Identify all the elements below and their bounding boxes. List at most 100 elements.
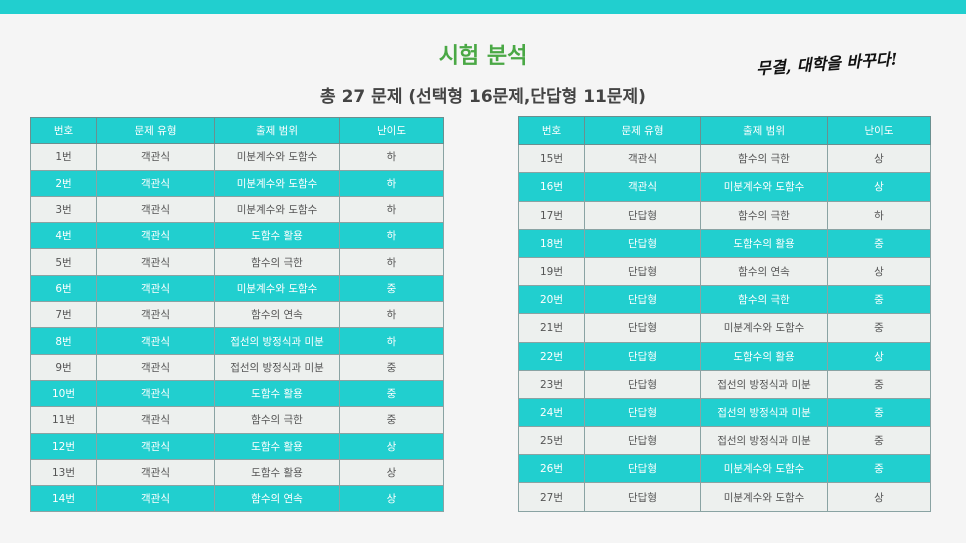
- cell-range: 미분계수와 도함수: [214, 274, 340, 303]
- cell-range: 미분계수와 도함수: [214, 195, 340, 224]
- cell-difficulty: 하: [339, 248, 444, 276]
- table-row: 2번 객관식 미분계수와 도함수 하: [30, 169, 444, 197]
- cell-number: 3번: [30, 195, 97, 224]
- table-row: 24번 단답형 접선의 방정식과 미분 중: [518, 397, 931, 428]
- table-row: 21번 단답형 미분계수와 도함수 중: [518, 313, 931, 343]
- table-row: 1번 객관식 미분계수와 도함수 하: [30, 143, 444, 171]
- cell-range: 접선의 방정식과 미분: [700, 426, 828, 456]
- table-row: 12번 객관식 도함수 활용 상: [30, 432, 444, 460]
- table-row: 23번 단답형 접선의 방정식과 미분 중: [518, 369, 931, 399]
- cell-difficulty: 상: [339, 458, 444, 487]
- cell-number: 19번: [518, 256, 585, 287]
- cell-difficulty: 중: [827, 454, 931, 484]
- cell-type: 객관식: [96, 143, 215, 171]
- page-title: 시험 분석: [438, 44, 528, 69]
- cell-number: 17번: [518, 200, 585, 230]
- cell-difficulty: 중: [827, 228, 931, 258]
- cell-range: 함수의 극한: [214, 248, 340, 276]
- cell-type: 객관식: [96, 222, 215, 250]
- header-difficulty: 난이도: [827, 115, 931, 146]
- table-row: 11번 객관식 함수의 극한 중: [30, 406, 444, 434]
- cell-difficulty: 상: [827, 341, 931, 371]
- cell-difficulty: 상: [339, 485, 444, 513]
- cell-type: 객관식: [96, 458, 215, 487]
- cell-difficulty: 중: [827, 426, 931, 456]
- cell-range: 미분계수와 도함수: [700, 172, 828, 202]
- cell-range: 함수의 연속: [214, 485, 340, 513]
- table-row: 5번 객관식 함수의 극한 하: [30, 248, 444, 276]
- cell-number: 9번: [30, 353, 97, 381]
- table-row: 7번 객관식 함수의 연속 하: [30, 301, 444, 329]
- cell-difficulty: 상: [339, 432, 444, 460]
- cell-number: 14번: [30, 485, 97, 513]
- cell-difficulty: 하: [339, 143, 444, 171]
- cell-range: 함수의 연속: [214, 301, 340, 329]
- cell-type: 단답형: [584, 256, 701, 287]
- cell-number: 27번: [518, 482, 585, 512]
- cell-difficulty: 중: [827, 285, 931, 315]
- table-row: 19번 단답형 함수의 연속 상: [518, 256, 931, 287]
- cell-number: 13번: [30, 458, 97, 487]
- cell-range: 미분계수와 도함수: [214, 143, 340, 171]
- cell-difficulty: 중: [827, 397, 931, 428]
- table-row: 4번 객관식 도함수 활용 하: [30, 222, 444, 250]
- cell-difficulty: 상: [827, 144, 931, 174]
- cell-number: 5번: [30, 248, 97, 276]
- cell-difficulty: 하: [339, 222, 444, 250]
- cell-type: 객관식: [96, 485, 215, 513]
- cell-difficulty: 하: [339, 301, 444, 329]
- cell-range: 도함수 활용: [214, 222, 340, 250]
- cell-type: 단답형: [584, 426, 701, 456]
- cell-number: 22번: [518, 341, 585, 371]
- cell-type: 객관식: [96, 274, 215, 303]
- table-row: 14번 객관식 함수의 연속 상: [30, 485, 444, 513]
- header-range: 출제 범위: [700, 115, 828, 146]
- table-row: 8번 객관식 접선의 방정식과 미분 하: [30, 327, 444, 355]
- cell-range: 함수의 극한: [700, 285, 828, 315]
- cell-number: 7번: [30, 301, 97, 329]
- cell-number: 25번: [518, 426, 585, 456]
- cell-type: 객관식: [96, 353, 215, 381]
- cell-difficulty: 하: [339, 169, 444, 197]
- header-difficulty: 난이도: [339, 116, 444, 145]
- cell-range: 미분계수와 도함수: [700, 482, 828, 512]
- cell-type: 객관식: [584, 172, 701, 202]
- cell-range: 함수의 극한: [700, 200, 828, 230]
- cell-type: 객관식: [584, 144, 701, 174]
- cell-number: 6번: [30, 274, 97, 303]
- cell-number: 15번: [518, 144, 585, 174]
- table-header-row: 번호 문제 유형 출제 범위 난이도: [518, 115, 931, 146]
- cell-range: 미분계수와 도함수: [700, 454, 828, 484]
- cell-type: 단답형: [584, 341, 701, 371]
- table-row: 25번 단답형 접선의 방정식과 미분 중: [518, 426, 931, 456]
- cell-range: 함수의 극한: [700, 144, 828, 174]
- cell-number: 2번: [30, 169, 97, 197]
- table-row: 13번 객관식 도함수 활용 상: [30, 458, 444, 487]
- header-type: 문제 유형: [96, 116, 215, 145]
- cell-type: 객관식: [96, 195, 215, 224]
- table-row: 27번 단답형 미분계수와 도함수 상: [518, 482, 931, 512]
- cell-number: 23번: [518, 369, 585, 399]
- cell-type: 객관식: [96, 327, 215, 355]
- cell-range: 미분계수와 도함수: [700, 313, 828, 343]
- cell-type: 단답형: [584, 228, 701, 258]
- table-row: 9번 객관식 접선의 방정식과 미분 중: [30, 353, 444, 381]
- header-number: 번호: [518, 115, 585, 146]
- cell-number: 16번: [518, 172, 585, 202]
- cell-number: 24번: [518, 397, 585, 428]
- cell-type: 객관식: [96, 432, 215, 460]
- cell-type: 객관식: [96, 248, 215, 276]
- cell-type: 단답형: [584, 482, 701, 512]
- cell-difficulty: 중: [339, 353, 444, 381]
- cell-range: 미분계수와 도함수: [214, 169, 340, 197]
- cell-number: 4번: [30, 222, 97, 250]
- cell-range: 도함수 활용: [214, 379, 340, 408]
- cell-range: 접선의 방정식과 미분: [700, 369, 828, 399]
- cell-difficulty: 하: [339, 327, 444, 355]
- cell-number: 10번: [30, 379, 97, 408]
- top-accent-bar: [0, 0, 966, 14]
- cell-type: 단답형: [584, 285, 701, 315]
- cell-type: 단답형: [584, 454, 701, 484]
- table-header-row: 번호 문제 유형 출제 범위 난이도: [30, 116, 444, 145]
- table-row: 20번 단답형 함수의 극한 중: [518, 285, 931, 315]
